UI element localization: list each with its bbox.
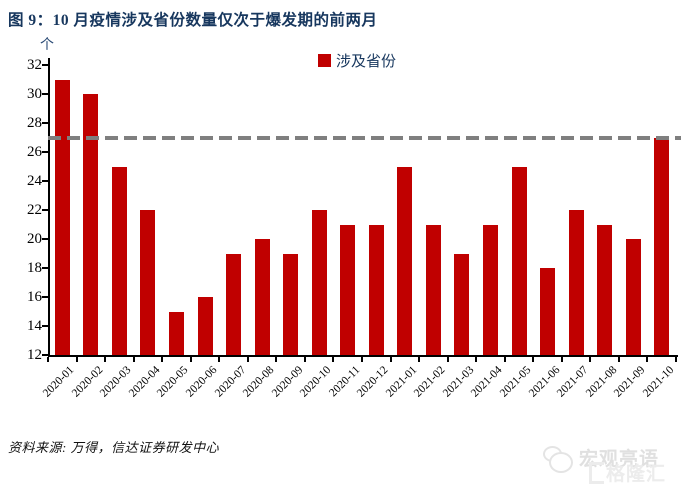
bar — [568, 210, 584, 355]
y-axis-tick — [42, 122, 48, 124]
y-tick-label: 16 — [27, 289, 42, 305]
bar — [482, 224, 498, 355]
bar — [111, 166, 127, 355]
bar — [597, 224, 613, 355]
bar — [168, 311, 184, 355]
y-tick-label: 28 — [27, 115, 42, 131]
legend-swatch-icon — [318, 54, 331, 67]
y-axis-tick — [42, 64, 48, 66]
y-tick-label: 20 — [27, 231, 42, 247]
watermark-overlay-text: 格隆汇 — [606, 464, 667, 485]
bar — [625, 239, 641, 355]
y-tick-label: 24 — [27, 173, 42, 189]
y-axis-tick — [42, 296, 48, 298]
y-tick-label: 26 — [27, 144, 42, 160]
bar — [340, 224, 356, 355]
y-axis-tick — [42, 325, 48, 327]
bar — [454, 253, 470, 355]
watermark-overlay-logo: 格隆汇 — [589, 459, 666, 486]
y-axis-tick — [42, 354, 48, 356]
bar — [283, 253, 299, 355]
x-axis-tick — [361, 357, 363, 362]
bar — [654, 137, 670, 355]
y-tick-label: 22 — [27, 202, 42, 218]
y-tick-label: 18 — [27, 260, 42, 276]
legend: 涉及省份 — [318, 50, 396, 71]
x-axis-tick — [589, 357, 592, 362]
x-axis-tick — [218, 357, 221, 362]
y-axis-tick — [42, 93, 48, 95]
y-axis-tick — [42, 209, 48, 211]
bar — [140, 210, 156, 355]
x-axis-tick — [389, 357, 392, 362]
bar — [226, 253, 242, 355]
bar — [254, 239, 270, 355]
x-axis-tick — [246, 357, 249, 362]
y-tick-label: 32 — [27, 57, 42, 73]
watermark-mascot-icon — [549, 452, 573, 473]
source-note: 资料来源: 万得，信达证券研发中心 — [8, 440, 220, 455]
x-axis-tick — [446, 357, 449, 362]
y-axis — [48, 58, 50, 357]
legend-label: 涉及省份 — [336, 54, 397, 70]
bar — [425, 224, 441, 355]
x-axis-tick — [532, 357, 535, 362]
figure-title: 图 9：10 月疫情涉及省份数量仅次于爆发期的前两月 — [8, 12, 378, 29]
bar — [54, 79, 70, 355]
y-tick-label: 30 — [27, 86, 42, 102]
x-axis-tick — [675, 357, 677, 362]
y-axis-tick — [42, 151, 48, 153]
x-axis-tick — [418, 357, 421, 362]
bar — [83, 94, 99, 355]
x-axis-tick — [275, 357, 278, 362]
reference-line — [48, 135, 681, 140]
x-axis-tick — [617, 357, 620, 362]
x-axis-tick — [47, 357, 49, 362]
x-axis-tick — [646, 357, 649, 362]
y-axis-tick — [42, 238, 48, 240]
y-axis-tick — [42, 180, 48, 182]
x-axis-tick — [560, 357, 563, 362]
x-axis-tick — [332, 357, 335, 362]
x-axis-tick — [503, 357, 506, 362]
bar — [540, 268, 556, 355]
x-axis-tick — [75, 357, 78, 362]
x-axis-tick — [475, 357, 478, 362]
bar — [511, 166, 527, 355]
y-tick-label: 12 — [27, 347, 42, 363]
x-axis-tick — [132, 357, 135, 362]
x-axis — [48, 355, 678, 357]
x-axis-tick — [189, 357, 192, 362]
x-axis-tick — [161, 357, 164, 362]
x-axis-tick — [303, 357, 306, 362]
y-tick-label: 14 — [27, 318, 42, 334]
bar — [397, 166, 413, 355]
watermark: 宏观亮语 格隆汇 — [531, 442, 681, 490]
bar — [197, 297, 213, 355]
watermark-bracket-icon — [589, 461, 604, 484]
bar — [311, 210, 327, 355]
y-axis-unit-label: 个 — [40, 38, 54, 53]
x-axis-tick — [104, 357, 107, 362]
watermark-brand-text: 宏观亮语 — [579, 449, 660, 470]
y-axis-tick — [42, 267, 48, 269]
bar — [368, 224, 384, 355]
